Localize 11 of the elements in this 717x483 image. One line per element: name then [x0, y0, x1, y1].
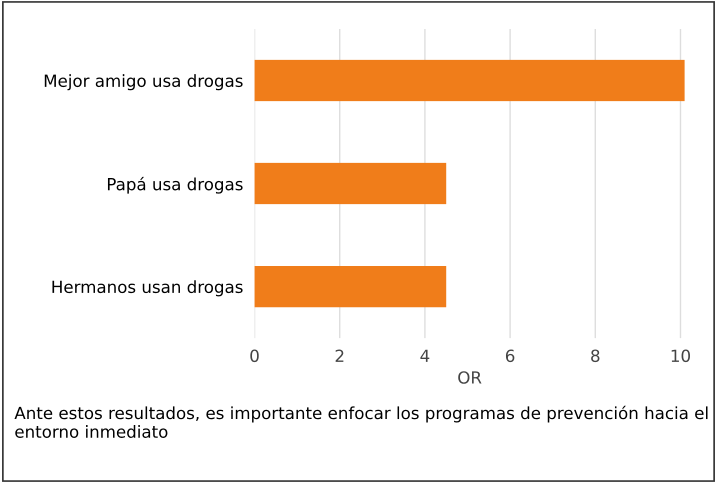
x-tick-label: 0 — [250, 350, 259, 362]
y-tick-label: Papá usa drogas — [108, 176, 243, 194]
y-tick-label: Mejor amigo usa drogas — [44, 74, 243, 90]
y-tick-label: Hermanos usan drogas — [52, 280, 243, 296]
x-tick-label: 8 — [591, 350, 600, 362]
text: Ante estos resultados, es importante enfocar los programas de prevención hacia el entorno inmediato — [14, 406, 708, 438]
x-tick-label: 2 — [336, 350, 344, 362]
x-axis-title: OR — [458, 371, 482, 384]
x-tick-label: 6 — [506, 350, 514, 362]
x-tick-label: 10 — [672, 350, 690, 362]
x-tick-label: 4 — [420, 350, 430, 362]
